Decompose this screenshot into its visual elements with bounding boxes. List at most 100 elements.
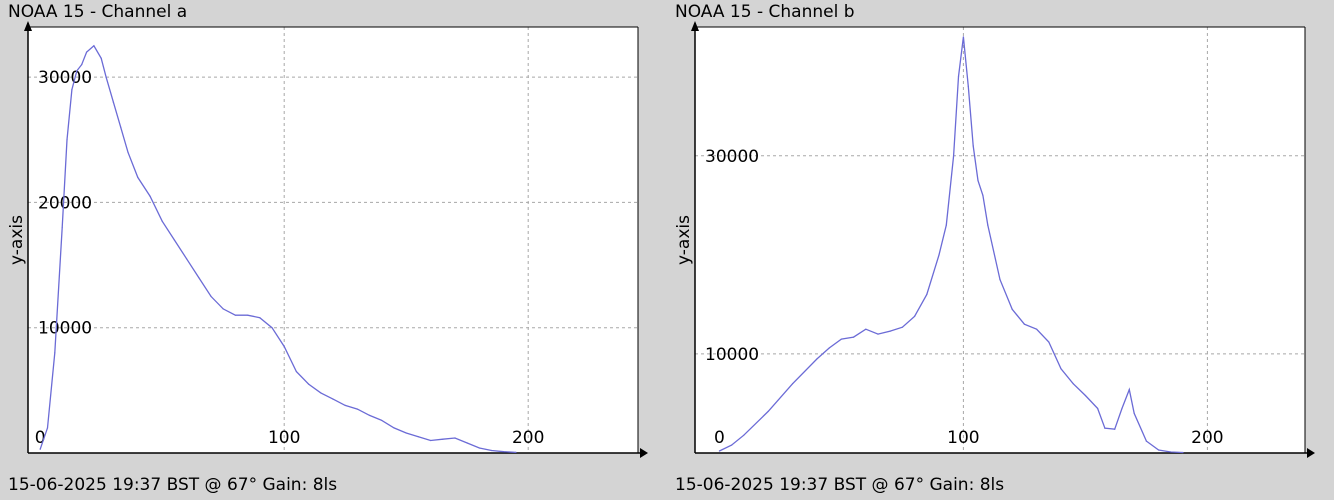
chart-title-b: NOAA 15 - Channel b bbox=[675, 2, 855, 22]
x-tick-label: 0 bbox=[35, 428, 46, 448]
data-point bbox=[430, 439, 432, 442]
data-point bbox=[926, 293, 928, 296]
data-point bbox=[953, 155, 955, 157]
data-point bbox=[81, 63, 83, 66]
data-point bbox=[731, 444, 733, 446]
x-tick-label: 200 bbox=[512, 428, 544, 448]
data-point bbox=[1023, 323, 1025, 325]
data-point bbox=[967, 85, 969, 88]
data-point bbox=[210, 295, 212, 297]
x-axis-arrow-icon bbox=[1307, 448, 1315, 458]
data-point bbox=[977, 179, 979, 182]
data-point bbox=[1104, 427, 1106, 429]
data-point bbox=[76, 70, 78, 72]
data-point bbox=[853, 336, 855, 338]
y-tick-label: 20000 bbox=[38, 193, 92, 213]
data-point bbox=[957, 75, 960, 78]
data-point bbox=[61, 226, 63, 229]
data-point bbox=[1114, 428, 1116, 430]
chart-panel-a: NOAA 15 - Channel a 0 100 200 10000 20000 300… bbox=[7, 2, 648, 495]
data-point bbox=[1121, 407, 1123, 410]
data-point bbox=[889, 330, 891, 332]
data-point bbox=[137, 176, 139, 178]
data-point bbox=[478, 447, 480, 449]
data-point bbox=[962, 36, 964, 38]
data-point bbox=[356, 408, 358, 410]
data-point bbox=[1011, 308, 1013, 310]
data-point bbox=[186, 258, 188, 260]
data-point bbox=[247, 314, 249, 316]
data-point bbox=[127, 151, 129, 153]
data-point bbox=[972, 145, 974, 147]
y-axis-arrow-icon bbox=[691, 21, 699, 31]
footer-status-a: 15-06-2025 19:37 BST @ 67° Gain: 8ls bbox=[8, 475, 338, 495]
data-point bbox=[1084, 394, 1086, 397]
data-point bbox=[1097, 407, 1099, 410]
data-point bbox=[1145, 440, 1147, 442]
data-point bbox=[369, 414, 371, 417]
data-point bbox=[914, 315, 916, 317]
plot-area bbox=[28, 27, 638, 453]
data-point bbox=[100, 57, 102, 59]
data-point bbox=[198, 276, 200, 279]
data-point bbox=[1182, 451, 1184, 454]
data-point bbox=[93, 45, 95, 47]
data-point bbox=[792, 383, 794, 385]
data-point bbox=[1036, 328, 1038, 330]
y-axis-arrow-icon bbox=[24, 21, 32, 31]
data-point bbox=[320, 392, 322, 394]
data-point bbox=[417, 436, 419, 438]
data-point bbox=[491, 449, 493, 452]
data-point bbox=[112, 101, 114, 103]
data-point bbox=[332, 398, 334, 400]
data-point bbox=[46, 427, 49, 429]
y-tick-label: 30000 bbox=[705, 147, 759, 167]
y-axis-label-a: y-axis bbox=[7, 215, 27, 265]
data-point bbox=[259, 317, 261, 319]
data-point bbox=[442, 438, 444, 440]
data-point bbox=[865, 328, 867, 330]
data-point bbox=[1048, 341, 1050, 343]
data-point bbox=[120, 126, 122, 128]
data-point bbox=[1060, 368, 1062, 370]
plot-area bbox=[695, 27, 1305, 453]
data-point bbox=[945, 224, 947, 226]
data-point bbox=[503, 451, 505, 453]
data-point bbox=[767, 410, 769, 412]
data-point bbox=[454, 437, 456, 439]
x-tick-label: 200 bbox=[1191, 428, 1223, 448]
data-point bbox=[840, 338, 842, 340]
data-point bbox=[161, 220, 163, 222]
data-point bbox=[54, 352, 56, 354]
data-point bbox=[515, 451, 517, 453]
x-tick-label: 100 bbox=[268, 428, 300, 448]
data-point bbox=[405, 432, 407, 434]
data-point bbox=[877, 333, 879, 335]
data-point bbox=[381, 419, 383, 422]
data-point bbox=[901, 326, 903, 328]
y-axis-label-b: y-axis bbox=[674, 215, 694, 265]
data-point bbox=[344, 404, 346, 406]
data-point bbox=[85, 51, 88, 53]
data-point bbox=[71, 89, 73, 91]
chart-b: 0 100 200 10000 30000 y-axis bbox=[674, 21, 1315, 458]
data-point bbox=[938, 254, 940, 256]
data-point bbox=[393, 427, 395, 429]
data-point bbox=[1128, 388, 1130, 391]
data-point bbox=[743, 434, 745, 436]
chart-panel-b: NOAA 15 - Channel b 0 100 200 10000 30000 y-a… bbox=[667, 0, 1334, 500]
data-point bbox=[295, 370, 297, 373]
data-point bbox=[308, 383, 310, 385]
data-point bbox=[105, 76, 107, 78]
footer-status-b: 15-06-2025 19:37 BST @ 67° Gain: 8ls bbox=[675, 475, 1005, 495]
data-point bbox=[271, 327, 273, 329]
data-point bbox=[222, 308, 224, 310]
data-point bbox=[283, 345, 285, 348]
data-point bbox=[987, 224, 989, 226]
chart-title-a: NOAA 15 - Channel a bbox=[8, 2, 188, 22]
data-point bbox=[1072, 383, 1074, 385]
x-tick-label: 0 bbox=[714, 428, 725, 448]
data-point bbox=[828, 347, 830, 349]
y-tick-label: 10000 bbox=[705, 345, 759, 365]
data-point bbox=[982, 194, 984, 197]
